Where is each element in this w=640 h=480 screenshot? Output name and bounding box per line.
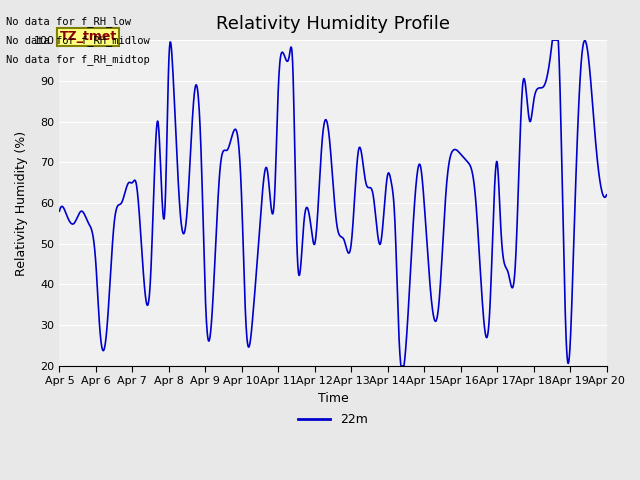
X-axis label: Time: Time <box>317 392 348 405</box>
Title: Relativity Humidity Profile: Relativity Humidity Profile <box>216 15 450 33</box>
Text: No data for f_RH_low: No data for f_RH_low <box>6 16 131 27</box>
Text: No data for f_RH_midtop: No data for f_RH_midtop <box>6 54 150 65</box>
Legend: 22m: 22m <box>293 408 372 432</box>
Text: No data for f_RH_midlow: No data for f_RH_midlow <box>6 35 150 46</box>
Y-axis label: Relativity Humidity (%): Relativity Humidity (%) <box>15 131 28 276</box>
Text: TZ_tmet: TZ_tmet <box>60 30 116 43</box>
